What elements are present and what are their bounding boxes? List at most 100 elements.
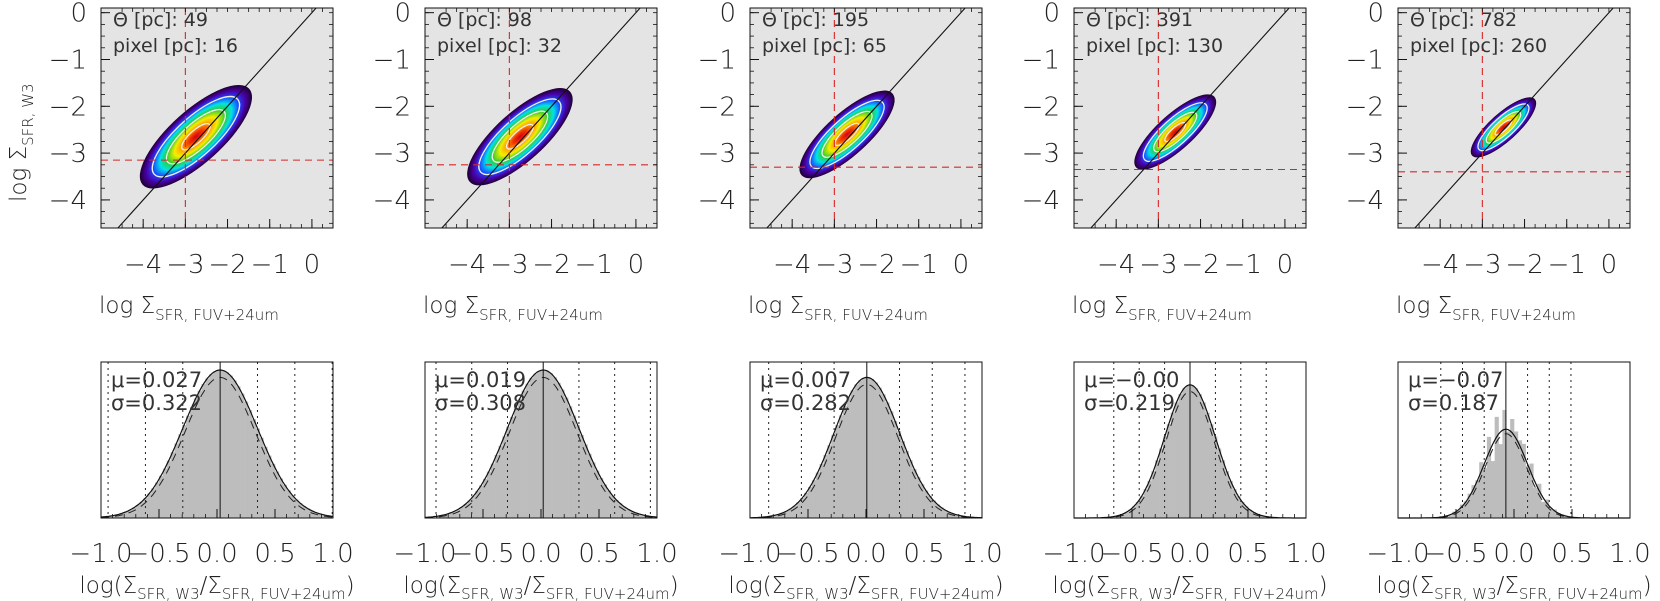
pixel-label: pixel [pc]:: [1410, 35, 1511, 57]
histogram-bar: [498, 445, 503, 518]
histogram-bar: [1170, 412, 1175, 518]
histogram-bar: [610, 495, 615, 518]
histogram-bar: [792, 505, 797, 518]
hist-xlabel-sub1: SFR, W3: [461, 585, 523, 601]
x-tick-label: −2: [532, 250, 570, 280]
y-tick-label: 0: [70, 0, 87, 29]
one-to-one-line: [117, 8, 317, 228]
theta-label: Θ [pc]:: [1086, 9, 1157, 31]
x-axis-label: log ΣSFR, FUV+24um: [1072, 293, 1252, 324]
theta-label: Θ [pc]:: [437, 9, 508, 31]
histogram-bar: [459, 507, 464, 518]
x-tick-label: −3: [815, 250, 853, 280]
density-contour-2: [1153, 111, 1198, 153]
histogram-bar: [633, 512, 638, 518]
histogram-bar: [232, 380, 237, 518]
y-axis-label-main: log Σ: [6, 146, 32, 202]
x-axis-label: log ΣSFR, FUV+24um: [423, 293, 603, 324]
histogram-bar: [935, 504, 940, 518]
density-contour-1: [478, 98, 562, 176]
histogram-bar: [912, 469, 917, 518]
pixel-annotation: pixel [pc]: 130: [1086, 35, 1223, 57]
histogram-bar: [244, 401, 249, 518]
theta-annotation: Θ [pc]: 98: [437, 9, 532, 31]
histogram-bar: [471, 496, 476, 518]
histogram-bar: [205, 378, 210, 518]
x-tick-label: 0: [628, 250, 645, 280]
histogram-bar: [502, 436, 507, 518]
mu-stat: μ=0.019: [435, 368, 526, 392]
histogram-bar: [506, 426, 511, 518]
hist-x-tick-label: 0.0: [1169, 539, 1210, 569]
hist-xlabel-sub1: SFR, W3: [1434, 585, 1496, 601]
histogram-bar: [788, 508, 793, 518]
histogram-bar: [1112, 516, 1117, 518]
x-tick-label: −3: [490, 250, 528, 280]
histogram-bar: [1255, 514, 1260, 518]
x-tick-label: 0: [953, 250, 970, 280]
mu-symbol: μ=: [1408, 368, 1439, 392]
histogram-bar: [1494, 416, 1499, 518]
histogram-bar: [305, 508, 311, 518]
histogram-bar: [626, 509, 631, 518]
histogram-bar: [815, 472, 820, 518]
histogram-bar: [174, 443, 179, 518]
histogram-bar: [1147, 480, 1152, 518]
histogram-bar: [436, 515, 441, 518]
y-tick-label: −1: [49, 45, 87, 75]
histogram-bar: [1486, 436, 1492, 518]
one-to-one-line: [766, 8, 966, 228]
histogram-bar: [896, 431, 902, 518]
histogram-bar: [224, 372, 229, 518]
y-tick-label: −4: [373, 186, 411, 216]
density-contour-1: [151, 95, 241, 178]
pixel-value: 65: [863, 35, 887, 57]
histogram-bar: [796, 502, 801, 518]
histogram-bar: [924, 490, 929, 518]
hist-x-tick-label: 1.0: [1609, 539, 1650, 569]
histogram-bar: [606, 490, 611, 518]
histogram-bar: [131, 507, 137, 518]
histogram-bar: [128, 509, 133, 518]
histogram-bar: [255, 428, 260, 518]
theta-annotation: Θ [pc]: 782: [1410, 9, 1517, 31]
histogram-bar: [800, 498, 805, 518]
hist-xlabel-c: ): [1643, 573, 1652, 599]
histogram-bar: [838, 415, 844, 518]
histogram-bar: [1541, 501, 1546, 518]
y-tick-label: −2: [373, 92, 411, 122]
histogram-bar: [1263, 516, 1268, 518]
histogram-bar: [548, 373, 553, 518]
hist-x-tick-label: 0.5: [903, 539, 944, 569]
histogram-bar: [560, 389, 565, 518]
histogram-bar: [1182, 388, 1187, 518]
density-contour-2: [1485, 110, 1522, 144]
heatmap-contents: [425, 8, 657, 228]
histogram-bar: [1132, 506, 1137, 518]
histogram-bar: [525, 383, 530, 518]
histogram-bar: [444, 514, 449, 518]
histogram-bar: [1224, 471, 1229, 518]
histogram-bar: [529, 377, 534, 518]
histogram-bar: [811, 480, 817, 518]
hist-xlabel-b: /Σ: [200, 573, 222, 599]
gaussian-fit: [424, 369, 658, 518]
one-to-one-line: [1090, 8, 1290, 228]
histogram-bar: [1544, 499, 1550, 518]
histogram-bar: [162, 468, 168, 518]
x-tick-label: −3: [1463, 250, 1501, 280]
theta-value: 49: [184, 9, 208, 31]
hist-x-tick-label: 1.0: [636, 539, 677, 569]
histogram-bar: [900, 441, 905, 518]
mu-stat: μ=−0.00: [1084, 368, 1179, 392]
sigma-value: 0.187: [1439, 391, 1499, 415]
hist-x-tick-label: 0.0: [1493, 539, 1534, 569]
histogram-bar: [1514, 431, 1519, 518]
hist-x-tick-label: −0.5: [776, 539, 839, 569]
histogram-bar: [1228, 480, 1233, 518]
histogram-bar: [885, 402, 890, 518]
hist-xlabel-c: ): [346, 573, 355, 599]
theta-label: Θ [pc]:: [113, 9, 184, 31]
x-axis-label-sub: SFR, FUV+24um: [1128, 306, 1252, 324]
histogram-bar: [275, 471, 280, 518]
